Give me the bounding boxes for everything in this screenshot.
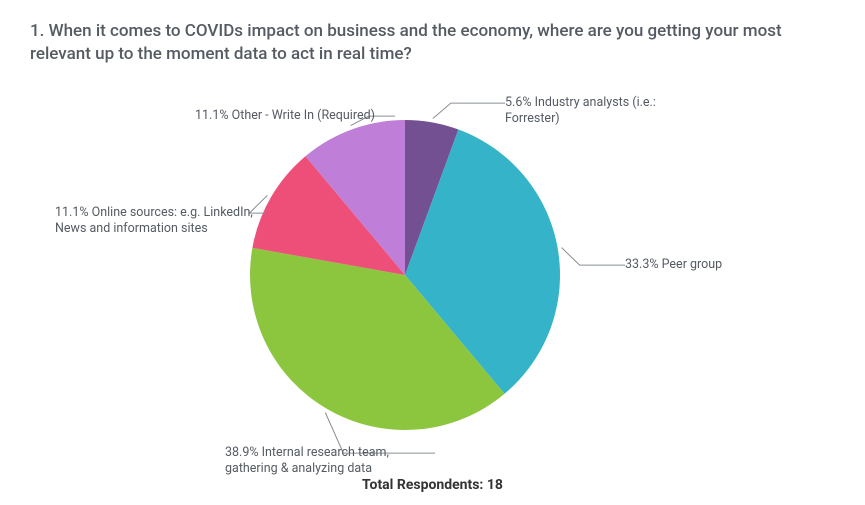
leader-line xyxy=(433,103,505,118)
slice-label: 11.1% Other - Write In (Required) xyxy=(195,108,395,124)
slice-label: 5.6% Industry analysts (i.e.: Forrester) xyxy=(505,95,685,128)
slice-label: 11.1% Online sources: e.g. LinkedIn, New… xyxy=(55,205,265,238)
total-respondents: Total Respondents: 18 xyxy=(0,477,865,493)
slice-label: 33.3% Peer group xyxy=(625,257,805,273)
pie-chart: 5.6% Industry analysts (i.e.: Forrester)… xyxy=(0,70,865,505)
question-title: 1. When it comes to COVIDs impact on bus… xyxy=(30,20,835,66)
total-respondents-label: Total Respondents: xyxy=(362,477,487,493)
survey-chart-container: 1. When it comes to COVIDs impact on bus… xyxy=(0,0,865,505)
pie-svg xyxy=(0,70,865,505)
leader-line xyxy=(562,248,625,265)
total-respondents-value: 18 xyxy=(487,477,503,493)
slice-label: 38.9% Internal research team, gathering … xyxy=(225,445,435,478)
